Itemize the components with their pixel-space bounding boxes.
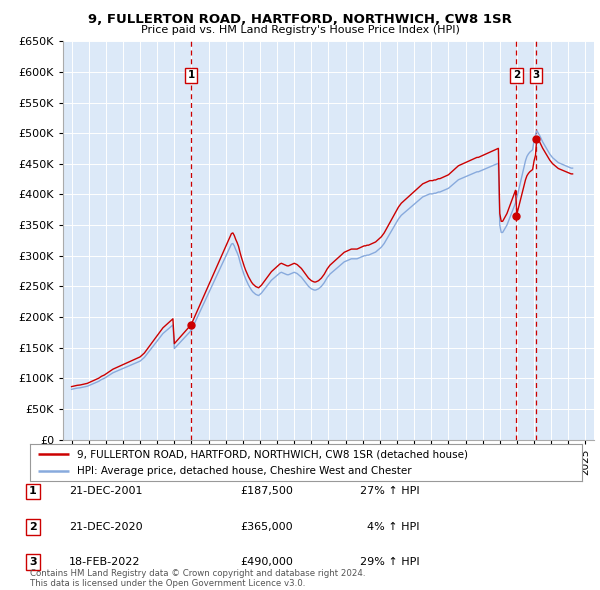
Text: 3: 3 — [29, 558, 37, 567]
Text: HPI: Average price, detached house, Cheshire West and Chester: HPI: Average price, detached house, Ches… — [77, 466, 412, 476]
Text: 1: 1 — [187, 70, 194, 80]
Text: £187,500: £187,500 — [240, 487, 293, 496]
Text: 4% ↑ HPI: 4% ↑ HPI — [360, 522, 419, 532]
Text: 29% ↑ HPI: 29% ↑ HPI — [360, 558, 419, 567]
Text: 21-DEC-2001: 21-DEC-2001 — [69, 487, 143, 496]
Text: 3: 3 — [532, 70, 540, 80]
Text: 18-FEB-2022: 18-FEB-2022 — [69, 558, 140, 567]
Text: 2: 2 — [29, 522, 37, 532]
Text: 27% ↑ HPI: 27% ↑ HPI — [360, 487, 419, 496]
Text: 21-DEC-2020: 21-DEC-2020 — [69, 522, 143, 532]
Text: 9, FULLERTON ROAD, HARTFORD, NORTHWICH, CW8 1SR (detached house): 9, FULLERTON ROAD, HARTFORD, NORTHWICH, … — [77, 449, 468, 459]
Text: Price paid vs. HM Land Registry's House Price Index (HPI): Price paid vs. HM Land Registry's House … — [140, 25, 460, 35]
Text: 2: 2 — [513, 70, 520, 80]
Text: £490,000: £490,000 — [240, 558, 293, 567]
Text: Contains HM Land Registry data © Crown copyright and database right 2024.
This d: Contains HM Land Registry data © Crown c… — [30, 569, 365, 588]
Text: 9, FULLERTON ROAD, HARTFORD, NORTHWICH, CW8 1SR: 9, FULLERTON ROAD, HARTFORD, NORTHWICH, … — [88, 13, 512, 26]
Text: £365,000: £365,000 — [240, 522, 293, 532]
Text: 1: 1 — [29, 487, 37, 496]
